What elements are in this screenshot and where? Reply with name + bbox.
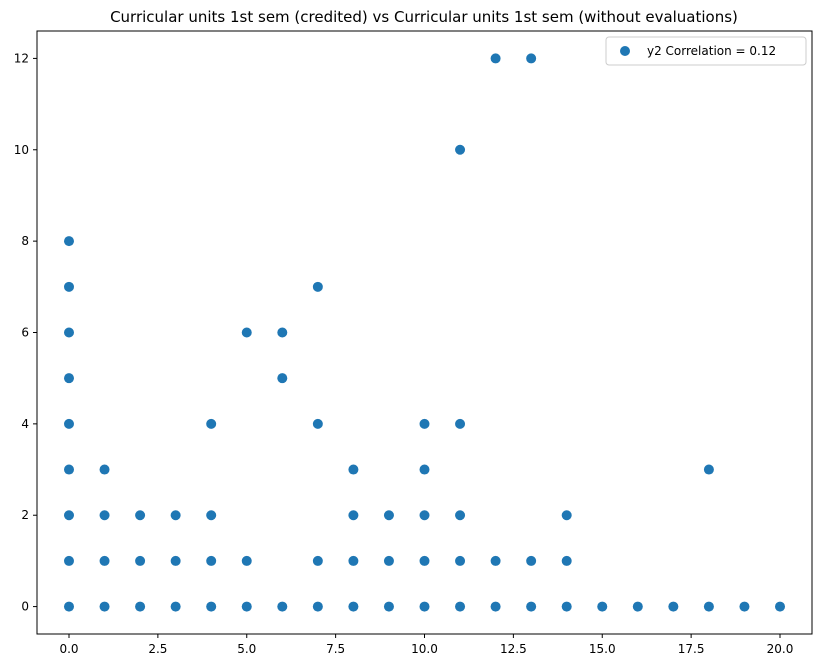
data-point <box>99 555 110 566</box>
data-point <box>135 601 146 612</box>
x-tick-label: 17.5 <box>678 642 705 656</box>
legend-box <box>605 36 807 66</box>
x-tick-label: 0.0 <box>59 642 78 656</box>
data-point <box>206 418 217 429</box>
data-point <box>561 601 572 612</box>
y-axis: 0 2 4 6 8 10 12 <box>14 51 37 614</box>
data-point <box>526 53 537 64</box>
points-layer <box>63 53 786 612</box>
data-point <box>135 510 146 521</box>
data-point <box>63 464 74 475</box>
data-point <box>63 510 74 521</box>
data-point <box>597 601 608 612</box>
x-axis: 0.0 2.5 5.0 7.5 10.0 12.5 15.0 17.5 20.0 <box>59 634 793 656</box>
data-point <box>455 144 466 155</box>
data-point <box>455 418 466 429</box>
data-point <box>703 601 714 612</box>
data-point <box>241 601 252 612</box>
data-point <box>63 327 74 338</box>
chart-title: Curricular units 1st sem (credited) vs C… <box>110 8 738 26</box>
data-point <box>99 601 110 612</box>
data-point <box>561 510 572 521</box>
y-tick-label: 6 <box>21 326 29 340</box>
data-point <box>775 601 786 612</box>
data-point <box>490 555 501 566</box>
data-point <box>526 601 537 612</box>
data-point <box>348 601 359 612</box>
data-point <box>277 601 288 612</box>
data-point <box>241 555 252 566</box>
data-point <box>63 601 74 612</box>
data-point <box>526 555 537 566</box>
data-point <box>561 555 572 566</box>
x-tick-label: 5.0 <box>237 642 256 656</box>
data-point <box>455 601 466 612</box>
data-point <box>206 510 217 521</box>
x-tick-label: 20.0 <box>767 642 794 656</box>
y-tick-label: 10 <box>14 143 29 157</box>
data-point <box>135 555 146 566</box>
data-point <box>277 327 288 338</box>
y-tick-label: 8 <box>21 234 29 248</box>
data-point <box>419 510 430 521</box>
y-tick-label: 12 <box>14 51 29 65</box>
data-point <box>419 601 430 612</box>
data-point <box>312 418 323 429</box>
data-point <box>348 464 359 475</box>
x-tick-label: 12.5 <box>500 642 527 656</box>
data-point <box>490 601 501 612</box>
data-point <box>455 555 466 566</box>
data-point <box>277 373 288 384</box>
data-point <box>312 601 323 612</box>
data-point <box>99 510 110 521</box>
data-point <box>383 555 394 566</box>
data-point <box>668 601 679 612</box>
legend-label: y2 Correlation = 0.12 <box>647 44 776 58</box>
data-point <box>419 464 430 475</box>
data-point <box>241 327 252 338</box>
data-point <box>419 555 430 566</box>
y-tick-label: 0 <box>21 600 29 614</box>
data-point <box>99 464 110 475</box>
data-point <box>455 510 466 521</box>
x-tick-label: 10.0 <box>411 642 438 656</box>
legend: y2 Correlation = 0.12 <box>605 36 807 66</box>
x-tick-label: 15.0 <box>589 642 616 656</box>
data-point <box>348 555 359 566</box>
data-point <box>63 281 74 292</box>
data-point <box>312 555 323 566</box>
data-point <box>348 510 359 521</box>
data-point <box>170 510 181 521</box>
data-point <box>63 418 74 429</box>
data-point <box>739 601 750 612</box>
x-tick-label: 7.5 <box>326 642 345 656</box>
data-point <box>383 510 394 521</box>
y-tick-label: 2 <box>21 508 29 522</box>
data-point <box>206 601 217 612</box>
data-point <box>206 555 217 566</box>
data-point <box>703 464 714 475</box>
data-point <box>63 373 74 384</box>
data-point <box>312 281 323 292</box>
plot-frame <box>36 30 813 635</box>
data-point <box>632 601 643 612</box>
x-tick-label: 2.5 <box>148 642 167 656</box>
data-point <box>170 555 181 566</box>
data-point <box>419 418 430 429</box>
data-point <box>63 555 74 566</box>
legend-marker <box>620 46 630 56</box>
data-point <box>63 236 74 247</box>
y-tick-label: 4 <box>21 417 29 431</box>
data-point <box>490 53 501 64</box>
data-point <box>170 601 181 612</box>
data-point <box>383 601 394 612</box>
